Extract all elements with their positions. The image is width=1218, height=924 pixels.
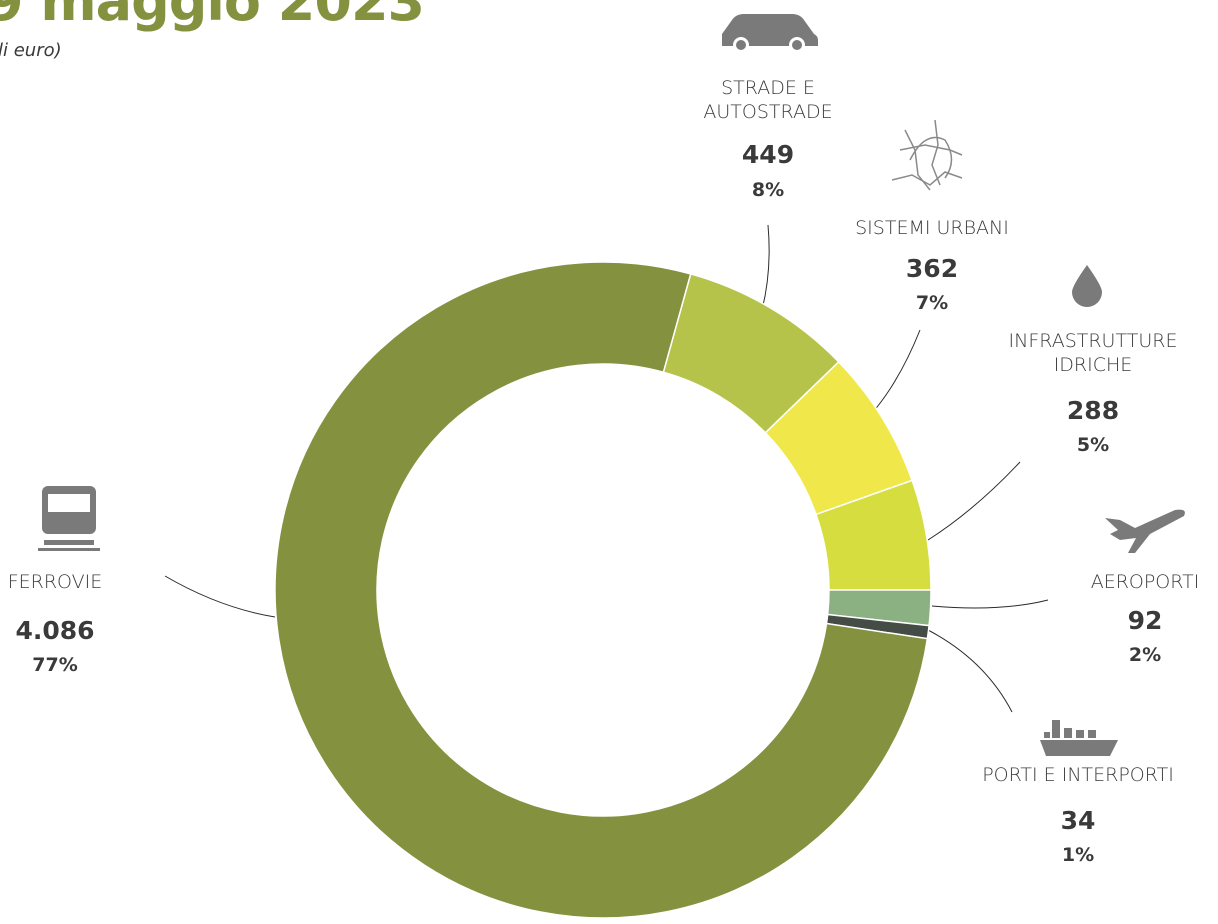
leader-line xyxy=(927,461,1021,541)
chart-title: 9 maggio 2023 xyxy=(0,0,425,33)
value-label: 449 xyxy=(741,140,795,169)
category-label: AEROPORTI xyxy=(1090,571,1200,593)
category-label: FERROVIE xyxy=(7,571,103,593)
percent-label: 8% xyxy=(751,179,785,201)
percent-label: 2% xyxy=(1128,644,1162,666)
car-icon xyxy=(722,14,818,53)
value-label: 92 xyxy=(1127,606,1163,635)
category-label: PORTI E INTERPORTI xyxy=(982,764,1174,786)
leader-line xyxy=(927,629,1013,713)
donut-slice xyxy=(274,261,929,919)
leader-line xyxy=(931,599,1049,609)
category-label: INFRASTRUTTURE IDRICHE xyxy=(1008,330,1178,376)
category-label: SISTEMI URBANI xyxy=(855,217,1009,239)
category-label: STRADE E AUTOSTRADE xyxy=(703,77,833,123)
value-label: 288 xyxy=(1066,396,1120,425)
icons xyxy=(38,14,1185,756)
ship-icon xyxy=(1040,720,1118,756)
percent-label: 5% xyxy=(1076,434,1110,456)
plane-icon xyxy=(1105,509,1185,553)
percent-label: 7% xyxy=(915,292,949,314)
value-label: 34 xyxy=(1060,806,1096,835)
value-label: 4.086 xyxy=(15,616,95,645)
leader-line xyxy=(164,575,276,618)
percent-label: 77% xyxy=(32,654,78,676)
leader-lines xyxy=(164,224,1049,713)
value-label: 362 xyxy=(905,254,959,283)
percent-label: 1% xyxy=(1061,844,1095,866)
train-icon xyxy=(38,486,100,551)
drop-icon xyxy=(1072,265,1102,307)
map-icon xyxy=(891,119,963,191)
leader-line xyxy=(761,224,770,311)
chart-subtitle: li euro) xyxy=(0,40,62,61)
leader-line xyxy=(872,329,921,413)
